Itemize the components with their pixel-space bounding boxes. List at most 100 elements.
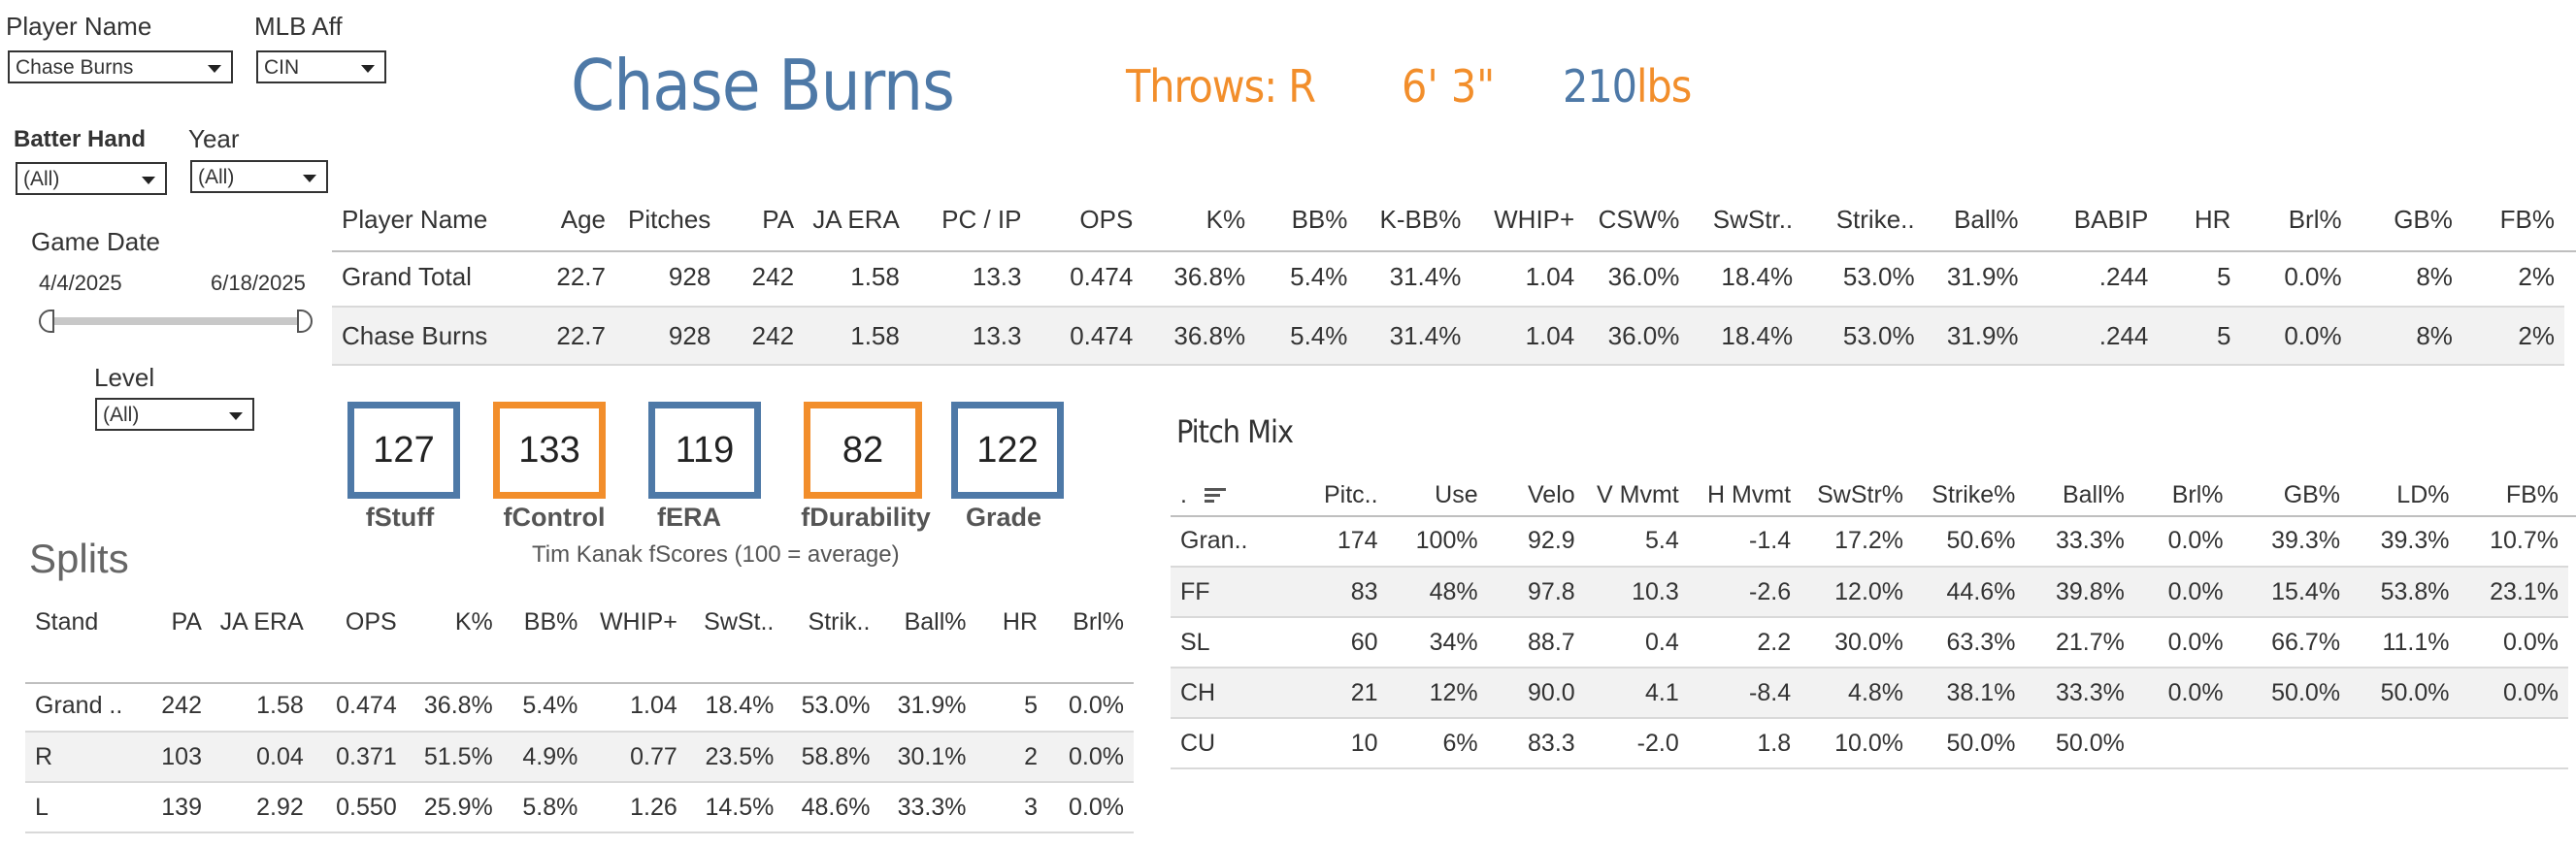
pitch-mix-cell-ball: 50.0% xyxy=(2055,729,2125,757)
summary-cell-k-bb: 31.4% xyxy=(1389,262,1462,291)
batter-hand-dropdown[interactable]: (All) xyxy=(16,162,167,195)
pitch-mix-header-ld[interactable]: LD% xyxy=(2396,480,2450,508)
splits-header-hr[interactable]: HR xyxy=(1002,608,1039,636)
level-filter-label: Level xyxy=(94,363,155,392)
summary-cell-pc-ip: 13.3 xyxy=(972,320,1022,350)
fscore-box-fcontrol: 133 xyxy=(493,402,606,499)
splits-cell-strik: 53.0% xyxy=(801,692,871,719)
summary-header-ja-era[interactable]: JA ERA xyxy=(812,204,900,234)
pitch-mix-cell-h-mvmt: -8.4 xyxy=(1749,678,1792,706)
pitch-mix-header-ball[interactable]: Ball% xyxy=(2062,480,2125,508)
pitch-mix-header-v-mvmt[interactable]: V Mvmt xyxy=(1597,480,1679,508)
year-dropdown[interactable]: (All) xyxy=(190,160,328,193)
splits-cell-hr: 5 xyxy=(1024,692,1039,719)
pitch-mix-header-swstr[interactable]: SwStr% xyxy=(1817,480,1904,508)
summary-header-k-bb[interactable]: K-BB% xyxy=(1379,204,1462,234)
pitch-mix-header-velo[interactable]: Velo xyxy=(1528,480,1575,508)
pitch-mix-header-gb[interactable]: GB% xyxy=(2283,480,2341,508)
level-value: (All) xyxy=(103,404,140,426)
splits-header-bb[interactable]: BB% xyxy=(523,608,578,636)
pitch-mix-cell-use: 6% xyxy=(1442,729,1478,757)
splits-header-ops[interactable]: OPS xyxy=(345,608,397,636)
pitch-mix-cell-col: FF xyxy=(1180,577,1210,605)
game-date-slider-track[interactable] xyxy=(41,317,311,325)
splits-cell-ops: 0.550 xyxy=(336,793,397,821)
splits-header-strik[interactable]: Strik.. xyxy=(808,608,871,636)
summary-header-whip[interactable]: WHIP+ xyxy=(1494,204,1575,234)
chevron-down-icon xyxy=(361,65,375,73)
summary-header-k[interactable]: K% xyxy=(1205,204,1246,234)
pitch-mix-row[interactable]: Gran.. 174 100% 92.9 5.4 -1.4 17.2% 50.6% 33.3% 0… xyxy=(1171,516,2568,567)
pitch-mix-header-brl[interactable]: Brl% xyxy=(2171,480,2224,508)
splits-cell-bb: 5.8% xyxy=(522,793,578,821)
splits-cell-whip: 0.77 xyxy=(630,742,677,770)
summary-cell-k: 36.8% xyxy=(1173,262,1246,291)
batter-hand-value: (All) xyxy=(23,168,60,190)
splits-header-brl[interactable]: Brl% xyxy=(1073,608,1124,636)
splits-header-k[interactable]: K% xyxy=(454,608,493,636)
year-filter-label: Year xyxy=(188,124,240,153)
splits-cell-brl: 0.0% xyxy=(1069,742,1124,770)
splits-row[interactable]: Grand .. 242 1.58 0.474 36.8% 5.4% 1.04 18.4% 53… xyxy=(25,681,1134,732)
summary-cell-swstr: 18.4% xyxy=(1721,320,1794,350)
pitch-mix-cell-strike: 63.3% xyxy=(1946,628,2016,656)
pitch-mix-row[interactable]: CH 21 12% 90.0 4.1 -8.4 4.8% 38.1% 33.3% 0.0% 50.0… xyxy=(1171,668,2568,718)
summary-header-ops[interactable]: OPS xyxy=(1079,204,1134,234)
summary-header-age[interactable]: Age xyxy=(560,204,606,234)
pitch-mix-header-h-mvmt[interactable]: H Mvmt xyxy=(1707,480,1792,508)
summary-header-pa[interactable]: PA xyxy=(762,204,795,234)
splits-row[interactable]: L 139 2.92 0.550 25.9% 5.8% 1.26 14.5% 48.6% 33.3… xyxy=(25,782,1134,832)
summary-header-ball[interactable]: Ball% xyxy=(1954,204,2019,234)
splits-header-whip[interactable]: WHIP+ xyxy=(599,608,677,636)
pitch-mix-row[interactable]: CU 10 6% 83.3 -2.0 1.8 10.0% 50.0% 50.0% xyxy=(1171,718,2568,768)
player-name-dropdown[interactable]: Chase Burns xyxy=(8,50,233,83)
summary-header-player-name[interactable]: Player Name xyxy=(342,204,488,234)
summary-header-csw[interactable]: CSW% xyxy=(1598,204,1680,234)
pitch-mix-header-fb[interactable]: FB% xyxy=(2505,480,2559,508)
summary-cell-babip: .244 xyxy=(2098,320,2149,350)
pitch-mix-header-use[interactable]: Use xyxy=(1435,480,1478,508)
summary-row[interactable]: Chase Burns 22.7 928 242 1.58 13.3 0.474 36.8% 5… xyxy=(332,307,2564,365)
summary-header-strike[interactable]: Strike.. xyxy=(1835,204,1915,234)
game-date-slider-end-handle[interactable] xyxy=(297,310,313,333)
summary-header-swstr[interactable]: SwStr.. xyxy=(1712,204,1794,234)
splits-header-pa[interactable]: PA xyxy=(171,608,202,636)
weight-indicator: 210lbs xyxy=(1563,60,1692,113)
splits-cell-bb: 4.9% xyxy=(522,742,578,770)
splits-header-stand[interactable]: Stand xyxy=(35,608,99,636)
player-name-value: Chase Burns xyxy=(16,56,134,79)
mlb-aff-dropdown[interactable]: CIN xyxy=(256,50,386,83)
fscore-box-fstuff: 127 xyxy=(347,402,460,499)
pitch-mix-header-pitc[interactable]: Pitc.. xyxy=(1324,480,1378,508)
pitch-mix-header-col[interactable]: . xyxy=(1171,473,1289,516)
sort-icon[interactable] xyxy=(1204,487,1226,504)
game-date-slider-start-handle[interactable] xyxy=(39,310,54,333)
summary-header-brl[interactable]: Brl% xyxy=(2288,204,2342,234)
level-dropdown[interactable]: (All) xyxy=(95,398,254,431)
pitch-mix-header-strike[interactable]: Strike% xyxy=(1932,480,2016,508)
summary-table: Player Name Age Pitches PA JA ERA PC / IP OPS K… xyxy=(332,190,2564,366)
splits-cell-ball: 31.9% xyxy=(897,692,967,719)
summary-header-hr[interactable]: HR xyxy=(2194,204,2231,234)
summary-header-babip[interactable]: BABIP xyxy=(2073,204,2149,234)
pitch-mix-cell-gb xyxy=(2233,718,2351,768)
summary-header-bb[interactable]: BB% xyxy=(1291,204,1348,234)
splits-header-ball[interactable]: Ball% xyxy=(904,608,967,636)
summary-header-fb[interactable]: FB% xyxy=(2499,204,2555,234)
splits-cell-pa: 242 xyxy=(161,692,202,719)
splits-header-ja-era[interactable]: JA ERA xyxy=(219,608,304,636)
splits-cell-hr: 2 xyxy=(1024,742,1039,770)
summary-header-pc-ip[interactable]: PC / IP xyxy=(941,204,1022,234)
splits-row[interactable]: R 103 0.04 0.371 51.5% 4.9% 0.77 23.5% 58.8% 30.1… xyxy=(25,732,1134,782)
pitch-mix-row[interactable]: SL 60 34% 88.7 0.4 2.2 30.0% 63.3% 21.7% 0.0% 66.7… xyxy=(1171,617,2568,668)
summary-cell-player-name: Grand Total xyxy=(342,262,472,291)
pitch-mix-cell-ld xyxy=(2350,718,2459,768)
summary-header-pitches[interactable]: Pitches xyxy=(628,204,711,234)
summary-header-gb[interactable]: GB% xyxy=(2394,204,2453,234)
pitch-mix-cell-brl: 0.0% xyxy=(2167,678,2224,706)
splits-cell-ball: 33.3% xyxy=(897,793,967,821)
summary-row[interactable]: Grand Total 22.7 928 242 1.58 13.3 0.474 36.8% 5… xyxy=(332,248,2564,307)
splits-header-swst[interactable]: SwSt.. xyxy=(704,608,775,636)
pitch-mix-cell-fb: 0.0% xyxy=(2503,678,2559,706)
pitch-mix-row[interactable]: FF 83 48% 97.8 10.3 -2.6 12.0% 44.6% 39.8% 0.0% 15… xyxy=(1171,567,2568,617)
